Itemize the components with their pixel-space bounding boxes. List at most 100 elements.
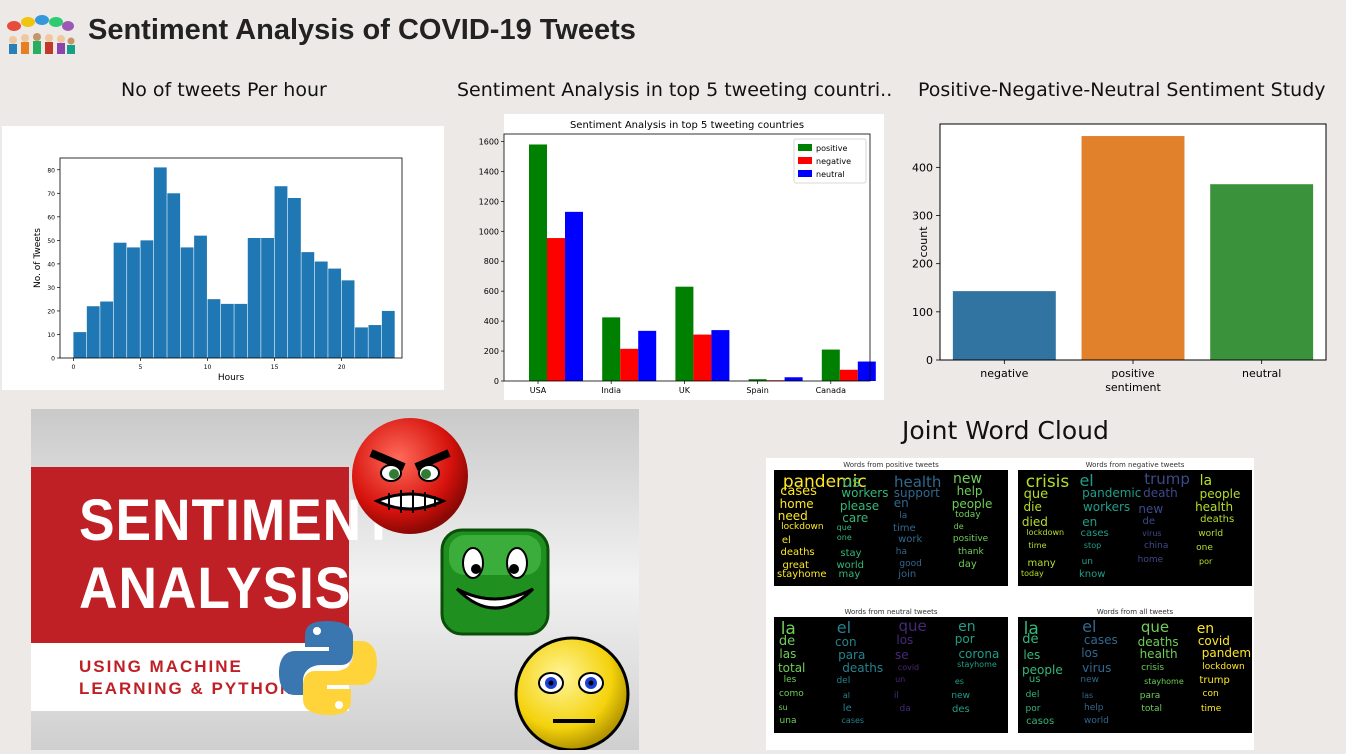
wordcloud-title: Joint Word Cloud <box>902 416 1109 445</box>
sentiment-chart-title: Positive-Negative-Neutral Sentiment Stud… <box>918 79 1326 101</box>
sentiment-xtick-label: neutral <box>1242 367 1281 380</box>
sentiment-banner: SENTIMENT ANALYSIS USING MACHINE LEARNIN… <box>31 409 639 750</box>
wordcloud-word: para <box>1139 690 1161 701</box>
sentiment-bar <box>1210 184 1314 360</box>
people-speech-bubbles-icon <box>4 14 76 56</box>
wordcloud-word: new <box>1138 501 1164 516</box>
wordcloud-word: people <box>951 497 993 512</box>
sentiment-ytick-label: 100 <box>912 306 933 319</box>
hist-ytick-label: 20 <box>47 308 55 315</box>
wordcloud-word: help <box>956 483 983 498</box>
wordcloud-word: cases <box>780 484 817 500</box>
countries-ytick-label: 1400 <box>479 167 499 176</box>
wordcloud-word: como <box>778 689 804 700</box>
sentiment-bar-chart: negative positive neutral 0 100 200 300 400 sent… <box>912 123 1327 394</box>
wordcloud-word: positive <box>952 533 989 544</box>
wordcloud-word: que <box>898 617 927 636</box>
sentiment-ylabel: count <box>917 226 930 258</box>
wordcloud-word: da <box>899 704 911 715</box>
countries-ytick-label: 0 <box>494 377 499 386</box>
wordcloud-panel: Words from positive tweets pandemic us hea… <box>766 458 1254 750</box>
hist-bar <box>301 252 315 358</box>
wordcloud-word: great <box>782 560 809 572</box>
countries-ytick-label: 800 <box>484 257 499 266</box>
header-logo <box>4 14 76 56</box>
wordcloud-word: es <box>954 676 964 686</box>
countries-legend-label: neutral <box>816 170 845 179</box>
wordcloud-word: help <box>1084 702 1104 713</box>
hist-bar <box>194 235 207 358</box>
wordcloud-all-title: Words from all tweets <box>1096 608 1174 616</box>
countries-bar <box>620 348 639 381</box>
wordcloud-word: il <box>893 690 899 701</box>
countries-chart-inner-title: Sentiment Analysis in top 5 tweeting cou… <box>570 120 804 131</box>
wordcloud-neutral-title: Words from neutral tweets <box>844 608 938 616</box>
wordcloud-word: en <box>893 496 909 511</box>
wordcloud-word: por <box>954 632 975 647</box>
countries-bar <box>565 211 583 381</box>
countries-ytick-label: 200 <box>484 347 499 356</box>
wordcloud-word: day <box>958 558 977 570</box>
countries-legend-swatch <box>798 157 812 164</box>
hist-ytick-label: 80 <box>47 167 55 174</box>
wordcloud-word: know <box>1079 569 1106 580</box>
wordcloud-positive: pandemic us health new cases workers support he… <box>774 470 1008 586</box>
hist-ytick-label: 30 <box>47 285 55 292</box>
wordcloud-word: health <box>1139 646 1178 661</box>
wordcloud-word: time <box>1028 541 1047 551</box>
smiling-face-icon <box>440 528 550 636</box>
banner-red-block <box>31 467 349 643</box>
countries-legend-label: negative <box>816 157 851 166</box>
wordcloud-word: covid <box>1197 634 1230 649</box>
wordcloud-word: pandemic <box>782 471 867 492</box>
wordcloud-word: world <box>1084 716 1109 726</box>
wordcloud-word: stop <box>1083 541 1102 551</box>
sentiment-ytick-label: 0 <box>926 354 933 367</box>
sentiment-frame <box>939 123 1327 361</box>
wordcloud-word: en <box>1082 514 1098 529</box>
hist-bar <box>127 247 140 358</box>
hist-bar <box>207 299 221 358</box>
wordcloud-word: el <box>781 535 791 547</box>
countries-ytick-label: 1600 <box>479 137 499 146</box>
wordcloud-word: un <box>895 674 906 684</box>
countries-xtick-label: USA <box>530 386 547 395</box>
countries-bar <box>638 330 657 381</box>
sentiment-ytick-label: 200 <box>912 258 933 271</box>
countries-bar <box>839 369 858 381</box>
hist-xtick-label: 15 <box>271 364 279 371</box>
wordcloud-word: lockdown <box>1026 527 1065 537</box>
sentiment-ytick-label: 400 <box>912 161 933 174</box>
sentiment-chart-panel: negative positive neutral 0 100 200 300 400 sent… <box>900 114 1340 400</box>
wordcloud-word: today <box>955 510 981 521</box>
wordcloud-word: crisis <box>1025 471 1070 492</box>
countries-bar <box>748 379 767 381</box>
countries-bar <box>693 334 712 381</box>
hist-bar <box>328 268 342 358</box>
wordcloud-word: today <box>1021 569 1044 578</box>
wordcloud-word: en <box>958 618 976 635</box>
wordcloud-word: please <box>839 498 880 513</box>
countries-bar <box>821 349 840 381</box>
wordcloud-word: des <box>951 704 970 716</box>
wordcloud-word: cases <box>841 716 865 725</box>
wordcloud-word: de <box>953 521 964 531</box>
hist-bar <box>100 301 114 358</box>
wordcloud-word: health <box>893 472 942 491</box>
wordcloud-word: stayhome <box>777 569 827 580</box>
wordcloud-word: su <box>778 702 788 712</box>
countries-bar <box>711 330 730 381</box>
wordcloud-word: se <box>894 647 909 662</box>
wordcloud-word: died <box>1021 515 1048 530</box>
wordcloud-word: que <box>1140 617 1170 636</box>
wordcloud-word: les <box>783 674 797 685</box>
hist-bar <box>234 303 248 358</box>
wordcloud-word: le <box>842 703 852 715</box>
wordcloud-word: may <box>838 569 861 580</box>
sentiment-bar <box>1081 136 1185 360</box>
wordcloud-word: trump <box>1144 470 1190 489</box>
wordcloud-negative: crisis el trump la que pandemic death people die… <box>1018 470 1252 586</box>
hist-ylabel: No. of Tweets <box>33 228 43 288</box>
hist-bar <box>153 167 167 358</box>
wordcloud-positive-title: Words from positive tweets <box>843 461 939 469</box>
